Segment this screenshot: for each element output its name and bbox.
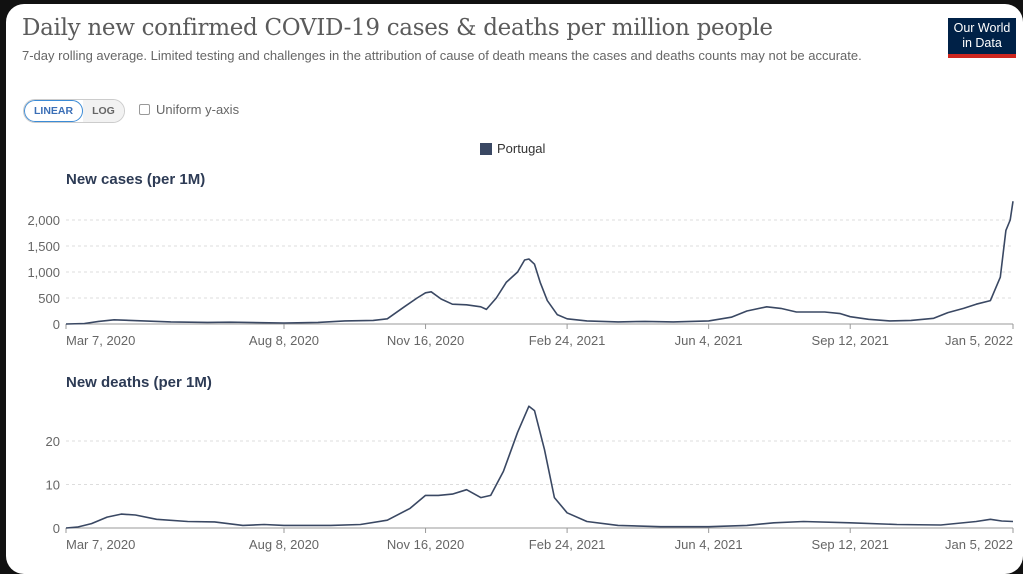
linear-button[interactable]: LINEAR [24, 100, 84, 122]
deaths-line-portugal [65, 405, 1014, 529]
cases-x-tick-label: Jun 4, 2021 [675, 333, 743, 348]
logo-line1: Our World [953, 21, 1011, 35]
cases-y-tick-label: 1,000 [27, 265, 60, 280]
cases-y-tick-label: 500 [38, 291, 60, 306]
deaths-x-tick-label: Sep 12, 2021 [812, 537, 889, 552]
legend-item-portugal[interactable]: Portugal [480, 141, 545, 156]
cases-x-tick-label: Mar 7, 2020 [66, 333, 135, 348]
deaths-y-tick-label: 0 [53, 521, 60, 536]
legend-label: Portugal [497, 141, 546, 156]
cases-y-tick-label: 0 [53, 317, 60, 332]
chart-title: Daily new confirmed COVID-19 cases & dea… [22, 15, 773, 41]
cases-x-tick-label: Jan 5, 2022 [945, 333, 1013, 348]
deaths-x-tick-label: Aug 8, 2020 [249, 537, 319, 552]
cases-y-tick-label: 2,000 [27, 213, 60, 228]
deaths-x-tick-label: Mar 7, 2020 [66, 537, 135, 552]
uniform-y-axis-label: Uniform y-axis [156, 102, 240, 117]
cases-x-tick-label: Aug 8, 2020 [249, 333, 319, 348]
uniform-y-axis-checkbox[interactable] [139, 104, 150, 115]
deaths-x-tick-label: Feb 24, 2021 [529, 537, 606, 552]
owid-logo[interactable]: Our World in Data [948, 18, 1016, 58]
deaths-y-tick-label: 20 [46, 434, 60, 449]
legend-swatch [480, 142, 492, 155]
log-button[interactable]: LOG [83, 100, 124, 122]
deaths-y-tick-label: 10 [46, 478, 60, 493]
cases-x-tick-label: Feb 24, 2021 [529, 333, 606, 348]
scale-toggle: LINEAR LOG [23, 99, 125, 123]
cases-chart-title: New cases (per 1M) [66, 171, 206, 188]
deaths-x-tick-label: Jun 4, 2021 [675, 537, 743, 552]
deaths-x-tick-label: Jan 5, 2022 [945, 537, 1013, 552]
cases-x-tick-label: Nov 16, 2020 [387, 333, 464, 348]
uniform-y-axis-option[interactable]: Uniform y-axis [139, 102, 239, 117]
logo-line2: in Data [962, 36, 1002, 50]
deaths-x-tick-label: Nov 16, 2020 [387, 537, 464, 552]
deaths-chart-title: New deaths (per 1M) [66, 374, 212, 391]
chart-panel [6, 4, 1023, 574]
cases-x-tick-label: Sep 12, 2021 [812, 333, 889, 348]
cases-line-portugal [65, 201, 1014, 325]
chart-subtitle: 7-day rolling average. Limited testing a… [22, 48, 862, 63]
charts-svg: 0 500 1,000 1,500 2,000 Mar 7, 2020 Aug 8, 202… [27, 201, 1014, 552]
cases-y-tick-label: 1,500 [27, 239, 60, 254]
